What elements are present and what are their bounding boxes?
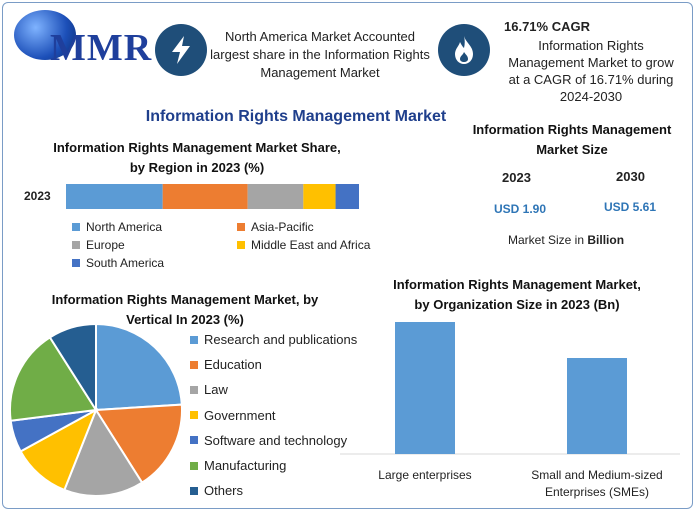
region-legend-south-america: South America	[72, 256, 164, 270]
vertical-chart-title: Information Rights Management Market, by…	[51, 292, 319, 327]
lightning-icon	[155, 24, 207, 76]
region-chart-title: Information Rights Management Market Sha…	[53, 140, 341, 175]
vertical-legend-law: Law	[190, 382, 228, 397]
org-bar-large-enterprises	[395, 322, 455, 454]
org-size-chart-title: Information Rights Management Market, by…	[393, 277, 641, 312]
legend-swatch	[190, 385, 198, 394]
legend-swatch	[190, 461, 198, 470]
region-bar-middle-east-and-africa	[303, 184, 336, 209]
region-legend-europe: Europe	[72, 238, 125, 252]
legend-label: Asia-Pacific	[251, 220, 314, 234]
region-bar-asia-pacific	[162, 184, 248, 209]
cagr-title: 16.71% CAGR	[504, 19, 590, 34]
pie-slice-manufacturing	[9, 336, 98, 422]
legend-label: Software and technology	[204, 432, 348, 448]
highlight-north-america: North America Market Accounted largest s…	[210, 29, 430, 80]
org-category-label: Small and Medium-sized Enterprises (SMEs)	[531, 468, 662, 499]
vertical-legend-education: Education	[190, 357, 262, 372]
region-legend-north-america: North America	[72, 220, 162, 234]
org-bar-small-and-medium-sized-enterprises-smes	[567, 358, 627, 454]
pie-slice-law	[63, 407, 144, 497]
legend-label: Law	[204, 382, 228, 398]
vertical-legend-others: Others	[190, 483, 243, 498]
region-legend-middle-east-and-africa: Middle East and Africa	[237, 238, 370, 252]
legend-label: North America	[86, 220, 163, 234]
region-bar-south-america	[335, 184, 359, 209]
legend-swatch	[190, 411, 198, 420]
legend-swatch	[237, 223, 245, 231]
market-size-year-2030: 2030	[616, 169, 645, 184]
market-size-year-2023: 2023	[502, 170, 531, 185]
region-bar-europe	[247, 184, 304, 209]
market-size-value-2023: USD 1.90	[494, 202, 547, 216]
market-size-value-2030: USD 5.61	[604, 200, 657, 214]
logo-globe-icon	[14, 10, 76, 60]
page-title: Information Rights Management Market	[145, 108, 447, 125]
region-legend-asia-pacific: Asia-Pacific	[237, 220, 314, 234]
region-chart: 2023	[24, 184, 359, 209]
org-category-label: Large enterprises	[378, 468, 471, 482]
legend-label: Middle East and Africa	[251, 238, 371, 252]
legend-label: Manufacturing	[204, 458, 287, 473]
legend-swatch	[72, 241, 80, 249]
legend-swatch	[72, 223, 80, 231]
market-size-title: Information Rights Management Market Siz…	[472, 122, 672, 157]
cagr-text: Information Rights Management Market to …	[508, 38, 674, 104]
vertical-legend-manufacturing: Manufacturing	[190, 458, 286, 473]
flame-icon	[438, 24, 490, 76]
legend-label: Government	[204, 407, 276, 423]
legend-swatch	[190, 360, 198, 369]
vertical-pie-chart	[9, 322, 183, 497]
vertical-legend-research-and-publications: Research and publications	[190, 332, 357, 347]
legend-label: Others	[204, 483, 244, 499]
region-bar-north-america	[66, 184, 163, 209]
infographic-frame	[2, 2, 693, 509]
region-category-label: 2023	[24, 189, 51, 203]
legend-swatch	[190, 335, 198, 344]
legend-swatch	[237, 241, 245, 249]
pie-slice-research-and-publications	[95, 322, 183, 412]
pie-slice-education	[94, 403, 183, 484]
legend-label: South America	[86, 256, 165, 270]
legend-label: Education	[204, 357, 262, 373]
legend-swatch	[190, 436, 198, 445]
legend-swatch	[72, 259, 80, 267]
logo-text: MMR	[50, 27, 153, 69]
vertical-legend-software-and-technology: Software and technology	[190, 433, 347, 448]
market-size-unit: Market Size in Billion	[508, 233, 625, 247]
legend-label: Research and publications	[204, 332, 358, 347]
org-size-chart: Large enterprises Small and Medium-sized E…	[340, 322, 680, 499]
pie-slice-others	[48, 322, 97, 414]
legend-label: Europe	[86, 238, 125, 252]
legend-swatch	[190, 486, 198, 495]
vertical-legend-government: Government	[190, 408, 276, 423]
